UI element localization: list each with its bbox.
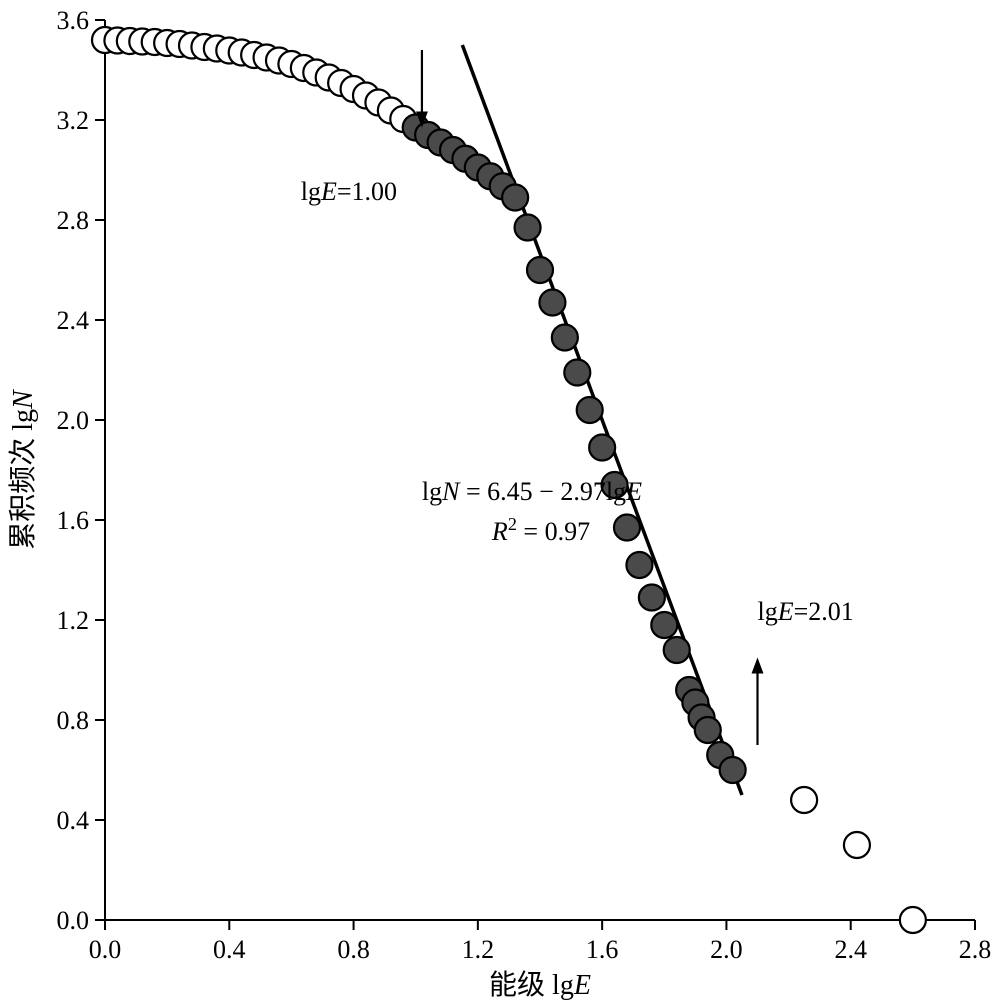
y-tick-label: 2.4 bbox=[57, 306, 90, 335]
data-point bbox=[900, 907, 926, 933]
annotation-fit-eq-1: lgN = 6.45 − 2.97lgE bbox=[422, 477, 642, 506]
arrow-lgE-high bbox=[752, 658, 764, 746]
annotation-lgE-low: lgE=1.00 bbox=[301, 177, 397, 206]
scatter-chart: 0.0 0.4 0.8 1.2 1.6 2.0 2.4 2.8 0.0 0.4 0.8 1.2 1.6 2… bbox=[0, 0, 999, 1000]
open-points-low bbox=[92, 27, 416, 132]
svg-text:累积频次 lgN: 累积频次 lgN bbox=[7, 389, 39, 550]
annotation-lgE-high: lgE=2.01 bbox=[758, 597, 854, 626]
x-tick-label: 1.2 bbox=[462, 935, 495, 964]
data-point bbox=[639, 585, 665, 611]
y-tick-label: 3.2 bbox=[57, 106, 90, 135]
x-tick-label: 2.8 bbox=[959, 935, 992, 964]
data-point bbox=[720, 757, 746, 783]
y-tick-label: 0.8 bbox=[57, 706, 90, 735]
data-point bbox=[844, 832, 870, 858]
arrow-lgE-low bbox=[416, 50, 428, 128]
data-point bbox=[564, 360, 590, 386]
data-point bbox=[527, 257, 553, 283]
data-point bbox=[577, 397, 603, 423]
data-point bbox=[651, 612, 677, 638]
x-tick-label: 1.6 bbox=[586, 935, 619, 964]
data-point bbox=[626, 552, 652, 578]
data-point bbox=[614, 515, 640, 541]
open-points-high bbox=[791, 787, 926, 933]
data-point bbox=[502, 185, 528, 211]
data-point bbox=[695, 717, 721, 743]
annotation-fit-eq-2: R2 = 0.97 bbox=[491, 514, 590, 546]
x-axis-label: 能级 lgE bbox=[489, 969, 591, 1000]
data-point bbox=[539, 290, 565, 316]
data-point bbox=[664, 637, 690, 663]
y-tick-label: 1.2 bbox=[57, 606, 90, 635]
x-tick-label: 2.0 bbox=[710, 935, 743, 964]
data-point bbox=[791, 787, 817, 813]
svg-text:能级 lgE: 能级 lgE bbox=[489, 969, 591, 1000]
x-tick-label: 2.4 bbox=[834, 935, 867, 964]
y-tick-label: 1.6 bbox=[57, 506, 90, 535]
x-tick-label: 0.8 bbox=[337, 935, 370, 964]
x-tick-label: 0.0 bbox=[89, 935, 122, 964]
y-tick-label: 2.0 bbox=[57, 406, 90, 435]
data-point bbox=[552, 325, 578, 351]
y-tick-label: 0.0 bbox=[57, 906, 90, 935]
data-point bbox=[515, 215, 541, 241]
closed-points bbox=[403, 115, 746, 784]
y-tick-label: 0.4 bbox=[57, 806, 90, 835]
y-tick-label: 2.8 bbox=[57, 206, 90, 235]
data-point bbox=[589, 435, 615, 461]
x-tick-label: 0.4 bbox=[213, 935, 246, 964]
y-axis-label: 累积频次 lgN bbox=[7, 389, 39, 550]
y-tick-label: 3.6 bbox=[57, 6, 90, 35]
